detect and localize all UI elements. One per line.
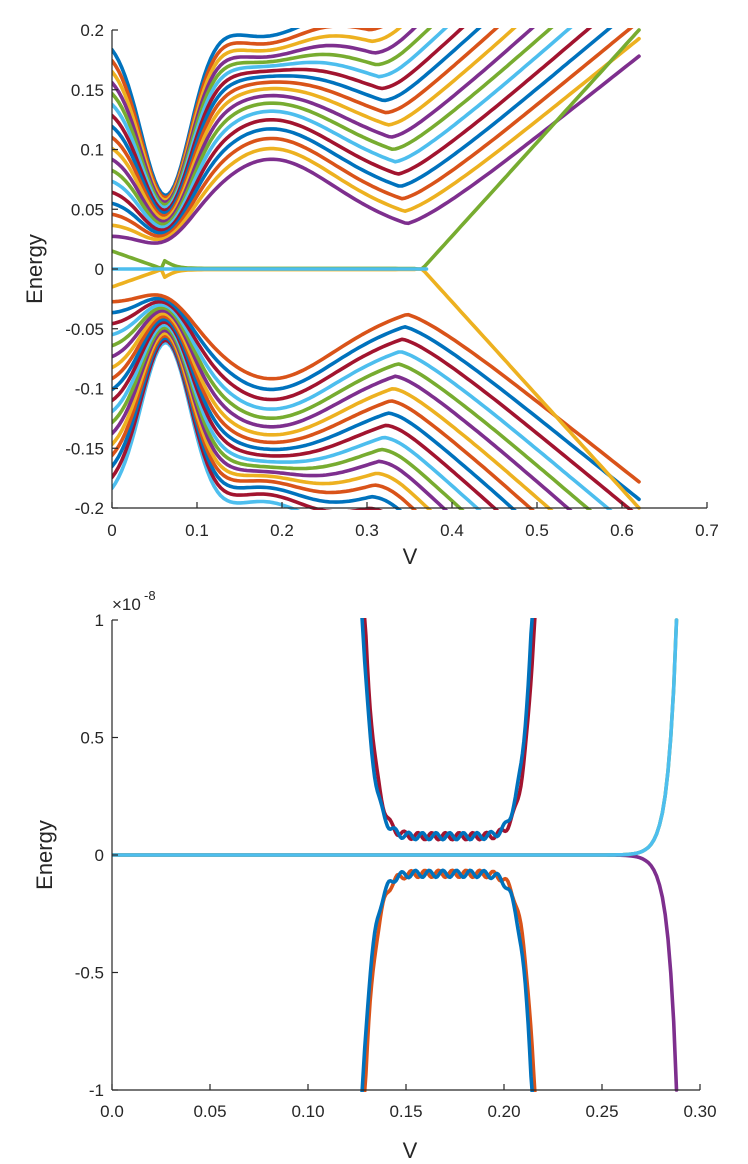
band-curve — [112, 314, 535, 510]
band-curve — [112, 28, 500, 218]
band-curve — [112, 28, 449, 210]
band-curve — [112, 28, 634, 238]
bottom-x-tick-label: 0.0 — [100, 1102, 124, 1121]
band-curve — [112, 317, 517, 510]
lower-pocket-curve — [360, 868, 534, 1092]
band-curve — [112, 28, 433, 207]
top-x-tick-label: 0.1 — [185, 521, 209, 540]
bottom-x-tick-label: 0.15 — [389, 1102, 422, 1121]
bottom-y-axis-label: Energy — [32, 820, 57, 890]
bottom-x-tick-label: 0.25 — [585, 1102, 618, 1121]
top-energy-plot: 0 0.1 0.2 0.3 0.4 0.5 0.6 0.7 -0.2 -0.15 -0.1 -0.05… — [22, 21, 719, 569]
band-curve — [112, 320, 500, 510]
band-curve — [112, 28, 517, 221]
bottom-y-exponent-power: -8 — [144, 588, 156, 603]
top-y-tick-label: -0.1 — [75, 380, 104, 399]
top-x-axis-label: V — [403, 544, 418, 569]
top-x-tick-label: 0.6 — [610, 521, 634, 540]
upper-pocket-curve — [362, 618, 537, 842]
top-y-tick-label: 0.05 — [71, 200, 104, 219]
band-curve — [112, 36, 641, 242]
top-x-tick-label: 0.4 — [440, 521, 464, 540]
band-curve — [112, 28, 418, 205]
top-x-tick-label: 0.7 — [695, 521, 719, 540]
top-plot-tick-labels: 0 0.1 0.2 0.3 0.4 0.5 0.6 0.7 -0.2 -0.15 -0.1 -0.05… — [65, 21, 719, 540]
bottom-y-tick-label: 0.5 — [80, 729, 104, 748]
bottom-x-axis-label: V — [403, 1138, 418, 1163]
band-curve — [112, 28, 535, 224]
top-y-tick-label: -0.15 — [65, 439, 104, 458]
band-curve — [112, 311, 554, 510]
top-plot-axes — [111, 29, 708, 509]
bottom-y-exponent-base: ×10 — [112, 595, 141, 614]
band-curve — [112, 296, 641, 502]
band-curve — [112, 333, 418, 510]
bottom-y-tick-label: -0.5 — [75, 964, 104, 983]
top-y-tick-label: -0.05 — [65, 320, 104, 339]
band-curve — [112, 28, 613, 235]
top-x-tick-label: 0.3 — [355, 521, 379, 540]
band-curve — [112, 300, 634, 510]
bottom-x-tick-label: 0.10 — [291, 1102, 324, 1121]
band-curve — [112, 28, 554, 227]
band-curve — [112, 28, 593, 232]
bottom-plot-tick-labels: 0.0 0.05 0.10 0.15 0.20 0.25 0.30 -1 -0.5 0 0.5 1 — [75, 611, 717, 1121]
top-y-tick-label: 0.1 — [80, 141, 104, 160]
band-curve — [112, 328, 449, 510]
band-curve — [112, 323, 482, 510]
bottom-x-tick-label: 0.20 — [487, 1102, 520, 1121]
bottom-plot-curves — [112, 618, 679, 1092]
band-curve — [112, 308, 573, 510]
bottom-energy-plot: 0.0 0.05 0.10 0.15 0.20 0.25 0.30 -1 -0.5 0 0.5 1 ×… — [32, 588, 717, 1163]
edge-curve-lower — [112, 853, 679, 1092]
bottom-x-tick-label: 0.05 — [193, 1102, 226, 1121]
top-y-tick-label: 0.2 — [80, 21, 104, 40]
bottom-plot-axes — [111, 619, 701, 1091]
edge-curve-upper — [112, 618, 679, 857]
top-y-axis-label: Energy — [22, 234, 47, 304]
bottom-x-tick-label: 0.30 — [683, 1102, 716, 1121]
band-curve — [112, 325, 465, 510]
top-x-tick-label: 0 — [107, 521, 116, 540]
bottom-y-tick-label: 0 — [95, 846, 104, 865]
band-curve — [112, 28, 573, 230]
edge-curve-upper — [112, 618, 679, 857]
band-curve — [112, 28, 482, 215]
top-plot-curves — [112, 28, 641, 510]
bottom-y-tick-label: 1 — [95, 611, 104, 630]
top-x-tick-label: 0.2 — [270, 521, 294, 540]
band-curve — [112, 331, 433, 510]
lower-pocket-curve — [362, 868, 537, 1092]
top-x-tick-label: 0.5 — [525, 521, 549, 540]
bottom-y-tick-label: -1 — [89, 1081, 104, 1100]
upper-pocket-curve — [360, 618, 534, 842]
top-y-tick-label: -0.2 — [75, 499, 104, 518]
top-y-tick-label: 0.15 — [71, 81, 104, 100]
band-curve — [112, 303, 613, 510]
band-curve — [112, 306, 593, 510]
top-y-tick-label: 0 — [95, 260, 104, 279]
band-curve — [112, 28, 465, 213]
